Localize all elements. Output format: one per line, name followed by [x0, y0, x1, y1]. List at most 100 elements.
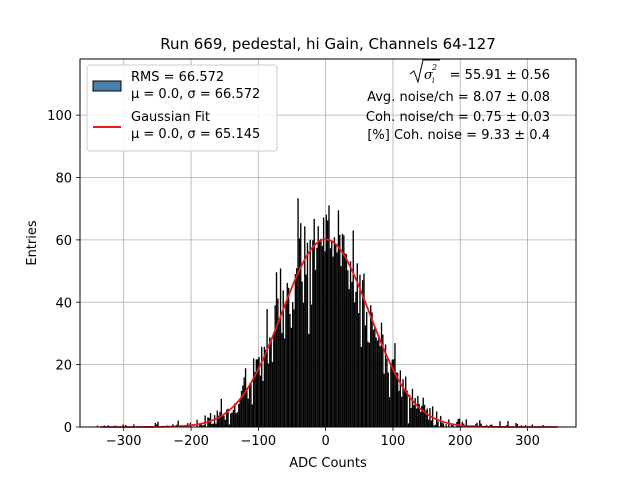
histogram-bar — [297, 198, 299, 427]
histogram-bar — [378, 335, 380, 427]
x-tick-label: 0 — [322, 434, 330, 449]
histogram-bar — [177, 420, 179, 427]
histogram-bar — [247, 398, 249, 427]
histogram-bar — [259, 375, 262, 427]
histogram-bar — [251, 404, 253, 427]
histogram-bar — [340, 266, 342, 427]
histogram-bar — [239, 398, 241, 427]
histogram-bar — [489, 424, 492, 427]
legend-histogram-label: RMS = 66.572 — [131, 70, 224, 85]
histogram-bar — [345, 254, 348, 427]
histogram-bar — [430, 420, 432, 427]
histogram-bar — [262, 380, 264, 427]
histogram-bar — [339, 234, 341, 427]
histogram-bar — [384, 344, 387, 427]
histogram-bar — [228, 424, 231, 427]
histogram-bar — [244, 368, 247, 427]
x-tick-label: −300 — [106, 434, 142, 449]
x-axis-label: ADC Counts — [289, 456, 367, 471]
histogram-bar — [370, 305, 372, 427]
histogram-bar — [361, 280, 364, 427]
histogram-bar — [542, 424, 544, 427]
histogram-bar — [392, 359, 395, 427]
histogram-bar — [298, 238, 301, 427]
histogram-bar — [507, 421, 509, 427]
histogram-bar — [250, 383, 252, 427]
histogram-bar — [374, 326, 376, 427]
histogram-bar — [305, 274, 307, 427]
histogram-bar — [156, 424, 158, 427]
histogram-bar — [317, 226, 319, 427]
histogram-bar — [341, 233, 344, 427]
histogram-bar — [331, 240, 333, 427]
histogram-bar — [301, 281, 303, 427]
sqrt-symbol — [409, 59, 440, 84]
plot-frame — [79, 58, 577, 428]
histogram-bar — [402, 379, 404, 427]
histogram-bar — [491, 424, 493, 427]
sigma-symbol: σ — [424, 68, 434, 83]
histogram-bar — [211, 423, 213, 427]
histogram-bar — [425, 410, 427, 427]
histogram-bar — [266, 309, 268, 427]
histogram-bar — [261, 346, 263, 427]
histogram-bar — [380, 322, 383, 427]
histogram-bar — [347, 270, 349, 427]
histogram-bar — [401, 396, 403, 427]
histogram-bar — [348, 289, 350, 427]
histogram-bar — [457, 418, 459, 427]
histogram-bar — [329, 248, 332, 427]
legend: RMS = 66.572 μ = 0.0, σ = 66.572 Gaussia… — [86, 64, 278, 152]
histogram-bar — [310, 304, 313, 427]
histogram-bar — [318, 240, 321, 427]
histogram-bar — [254, 372, 256, 427]
histogram-bar — [224, 419, 227, 427]
histogram-bar — [407, 423, 410, 427]
y-tick-label: 100 — [47, 109, 72, 124]
histogram-bar — [421, 405, 423, 427]
sigma-superscript: 2 — [431, 63, 437, 72]
sigma-value: = 55.91 ± 0.56 — [450, 68, 550, 83]
chart-title: Run 669, pedestal, hi Gain, Channels 64-… — [160, 35, 496, 53]
histogram-bar — [437, 421, 439, 427]
histogram-bar — [356, 263, 358, 427]
legend-fit-label: Gaussian Fit — [131, 110, 210, 125]
histogram-bar — [328, 205, 330, 427]
histogram-bar — [256, 359, 259, 427]
y-tick-label: 20 — [55, 359, 72, 374]
histogram-bar — [434, 424, 437, 427]
histogram-bar — [351, 281, 353, 427]
histogram-bar — [364, 325, 367, 427]
histogram-bar — [200, 423, 202, 427]
histogram-bar — [386, 358, 388, 427]
histogram-bar — [417, 395, 419, 427]
histogram-bar — [333, 237, 336, 427]
histogram-bar — [383, 373, 385, 427]
histogram-bar — [269, 337, 271, 427]
histogram-bar — [458, 418, 461, 427]
histogram-bar — [240, 390, 243, 427]
legend-fit-stats: μ = 0.0, σ = 65.145 — [131, 127, 260, 142]
coh-noise-percent-text: [%] Coh. noise = 9.33 ± 0.4 — [367, 128, 550, 143]
histogram-bar — [302, 302, 305, 427]
histogram-bar — [423, 404, 426, 427]
histogram-bar — [415, 408, 418, 427]
x-tick-label: −100 — [240, 434, 276, 449]
histogram-bar — [382, 334, 384, 427]
sigma-subscript: i — [432, 76, 435, 85]
histogram-bars — [96, 198, 544, 427]
histogram-bar — [359, 274, 361, 427]
histogram-bar — [279, 268, 282, 427]
histogram-bar — [220, 398, 223, 427]
x-tick-label: 200 — [448, 434, 473, 449]
histogram-bar — [154, 422, 157, 427]
histogram-bar — [452, 423, 454, 427]
histogram-bar — [227, 408, 229, 427]
y-axis-label: Entries — [25, 220, 40, 266]
histogram-bar — [325, 214, 327, 427]
histogram-bar — [270, 340, 272, 427]
histogram-bar — [418, 404, 420, 427]
sigma-formula: σ 2 i = 55.91 ± 0.56 — [409, 59, 550, 85]
y-tick-label: 40 — [55, 296, 72, 311]
